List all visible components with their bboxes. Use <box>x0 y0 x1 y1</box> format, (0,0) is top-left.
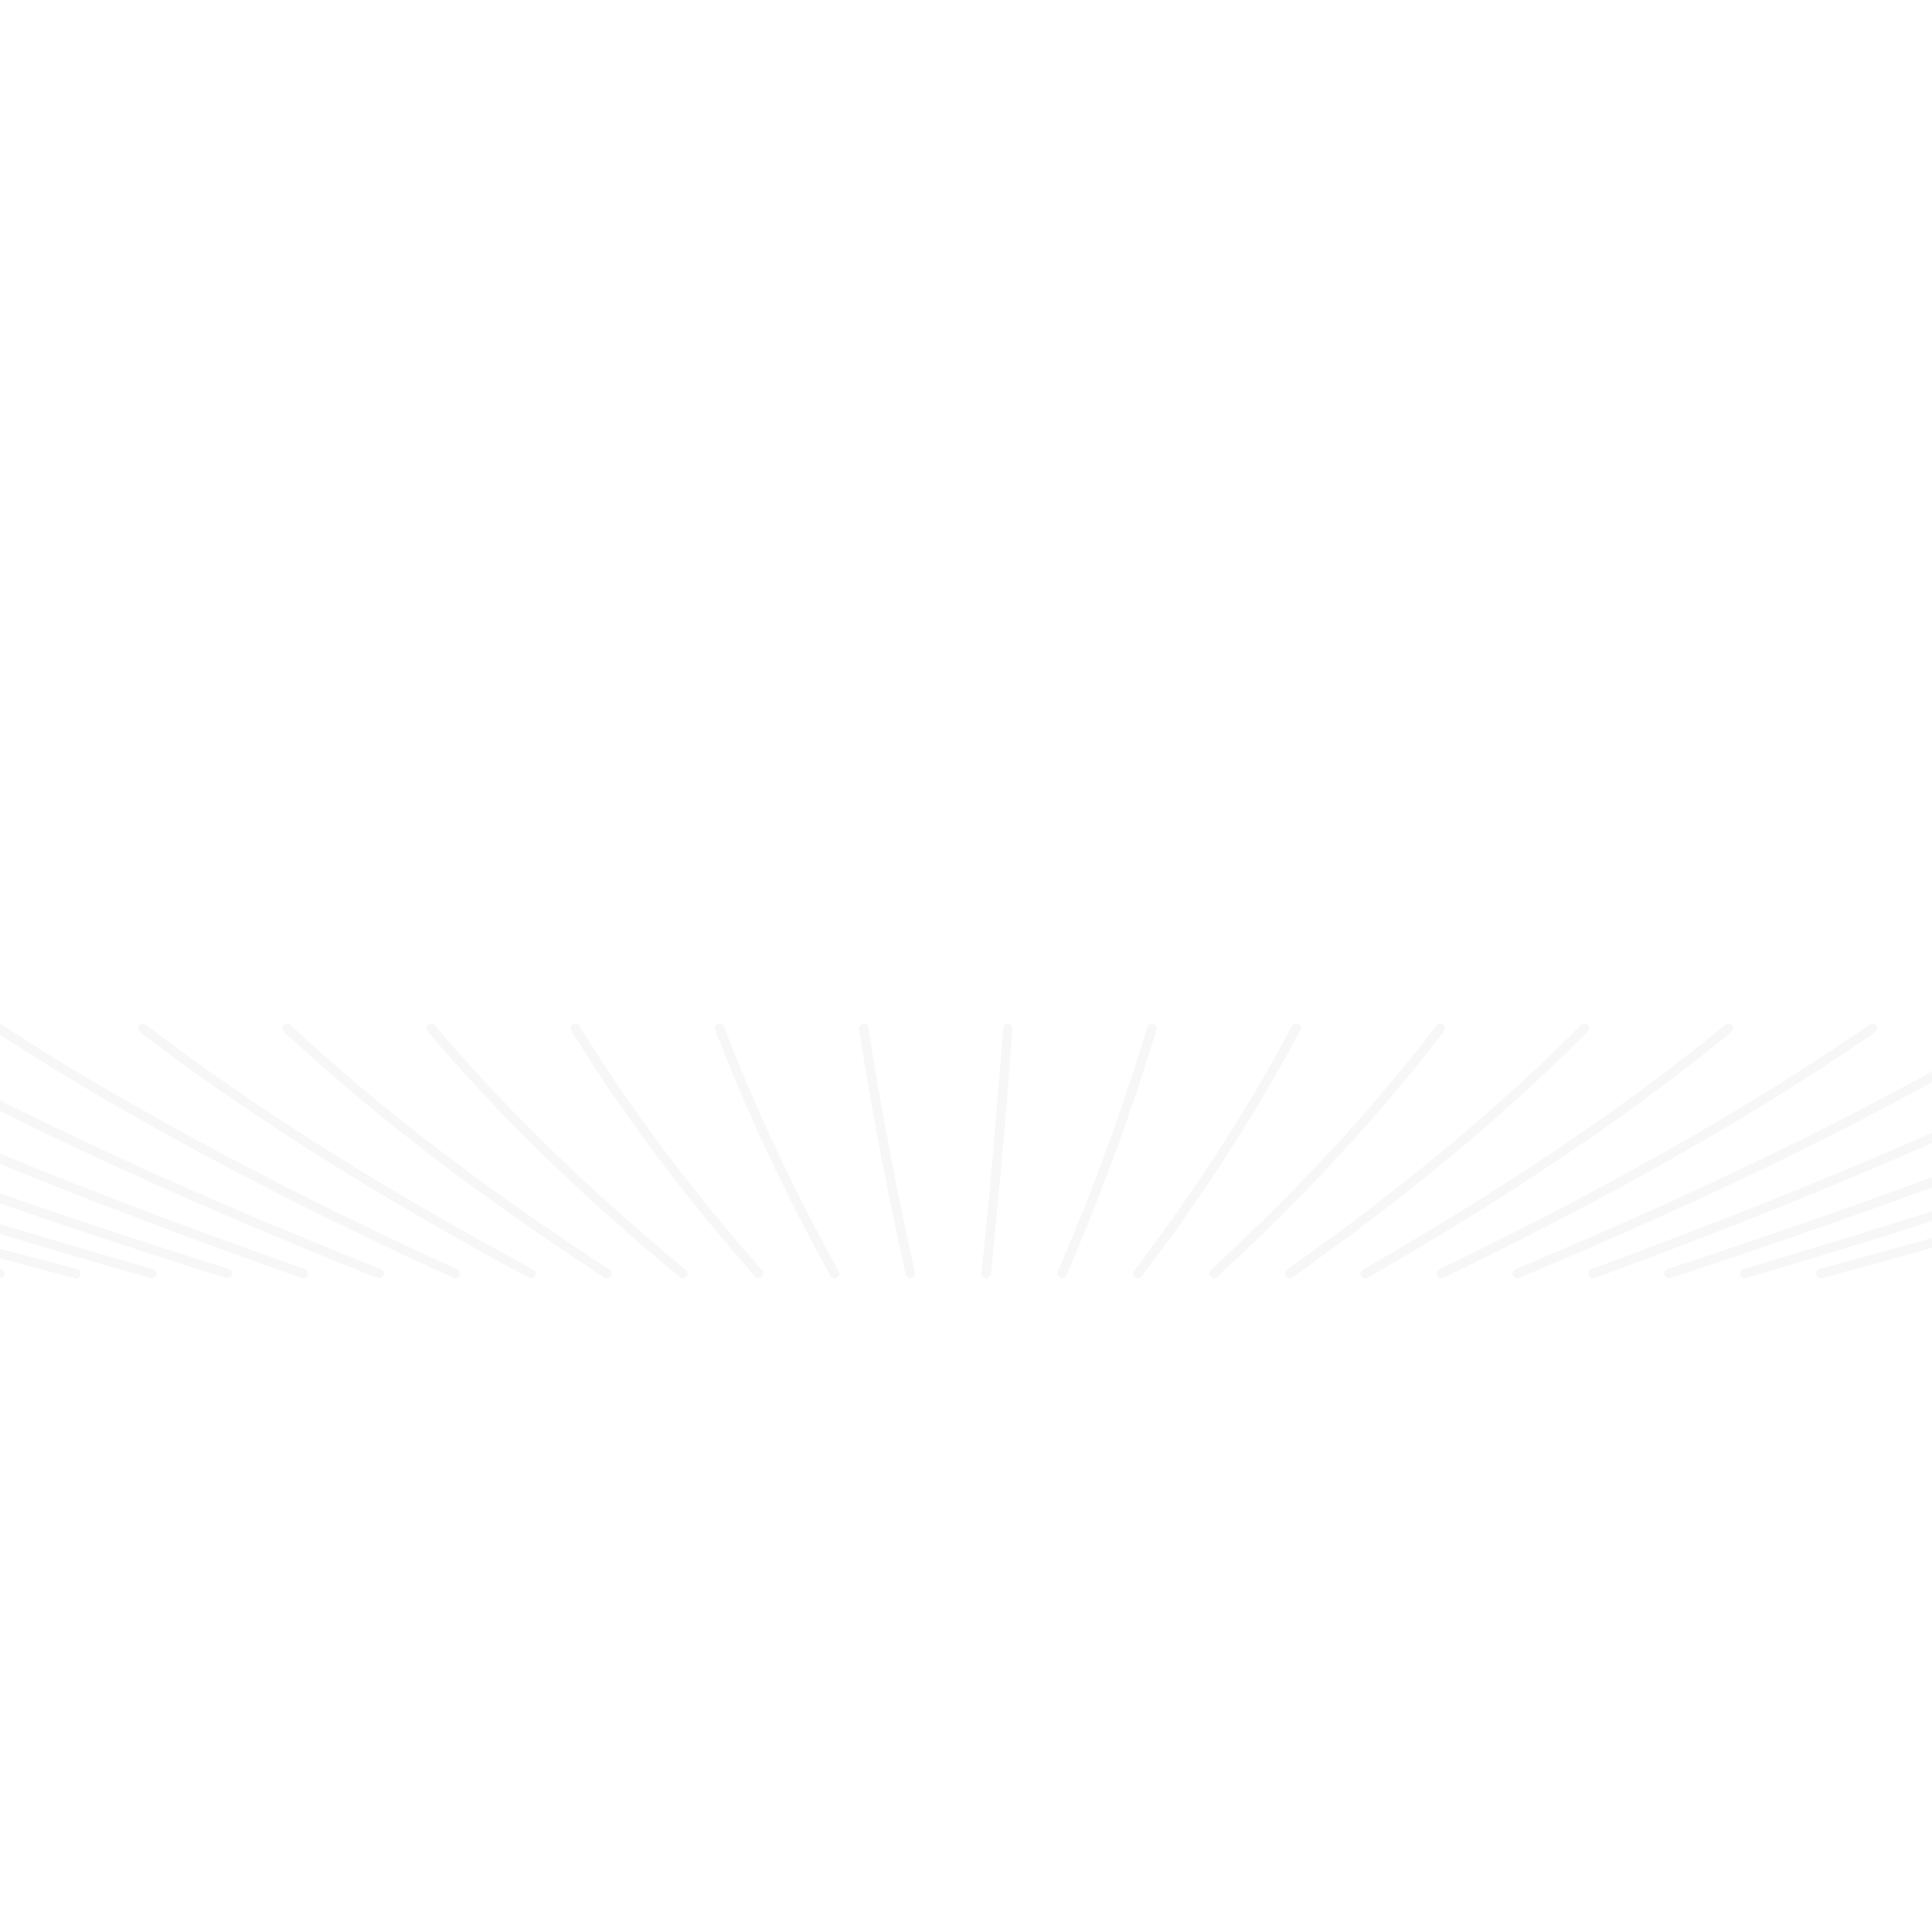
wave-line-group <box>0 1024 1932 1278</box>
wave-line <box>1057 1024 1158 1278</box>
wave-line <box>0 1224 157 1278</box>
wave-line <box>1285 1024 1590 1278</box>
wave-line <box>0 1193 233 1278</box>
wave-line <box>1436 1024 1877 1278</box>
wave-line <box>1133 1024 1301 1278</box>
wave-line <box>1588 1132 1932 1278</box>
wave-line <box>138 1024 536 1278</box>
wave-line <box>0 1024 460 1278</box>
wave-line <box>858 1024 915 1278</box>
wave-line <box>1360 1024 1734 1278</box>
wave-line <box>1512 1071 1932 1278</box>
wave-line <box>1208 1024 1445 1278</box>
wave-line <box>570 1024 764 1278</box>
wave-line <box>1664 1176 1932 1278</box>
wave-line <box>714 1024 840 1278</box>
wave-line <box>1740 1210 1932 1278</box>
wave-line <box>282 1024 612 1278</box>
wave-line <box>0 1100 385 1278</box>
wave-line <box>0 1154 308 1278</box>
wave-line <box>981 1024 1013 1278</box>
wave-line <box>426 1024 688 1278</box>
